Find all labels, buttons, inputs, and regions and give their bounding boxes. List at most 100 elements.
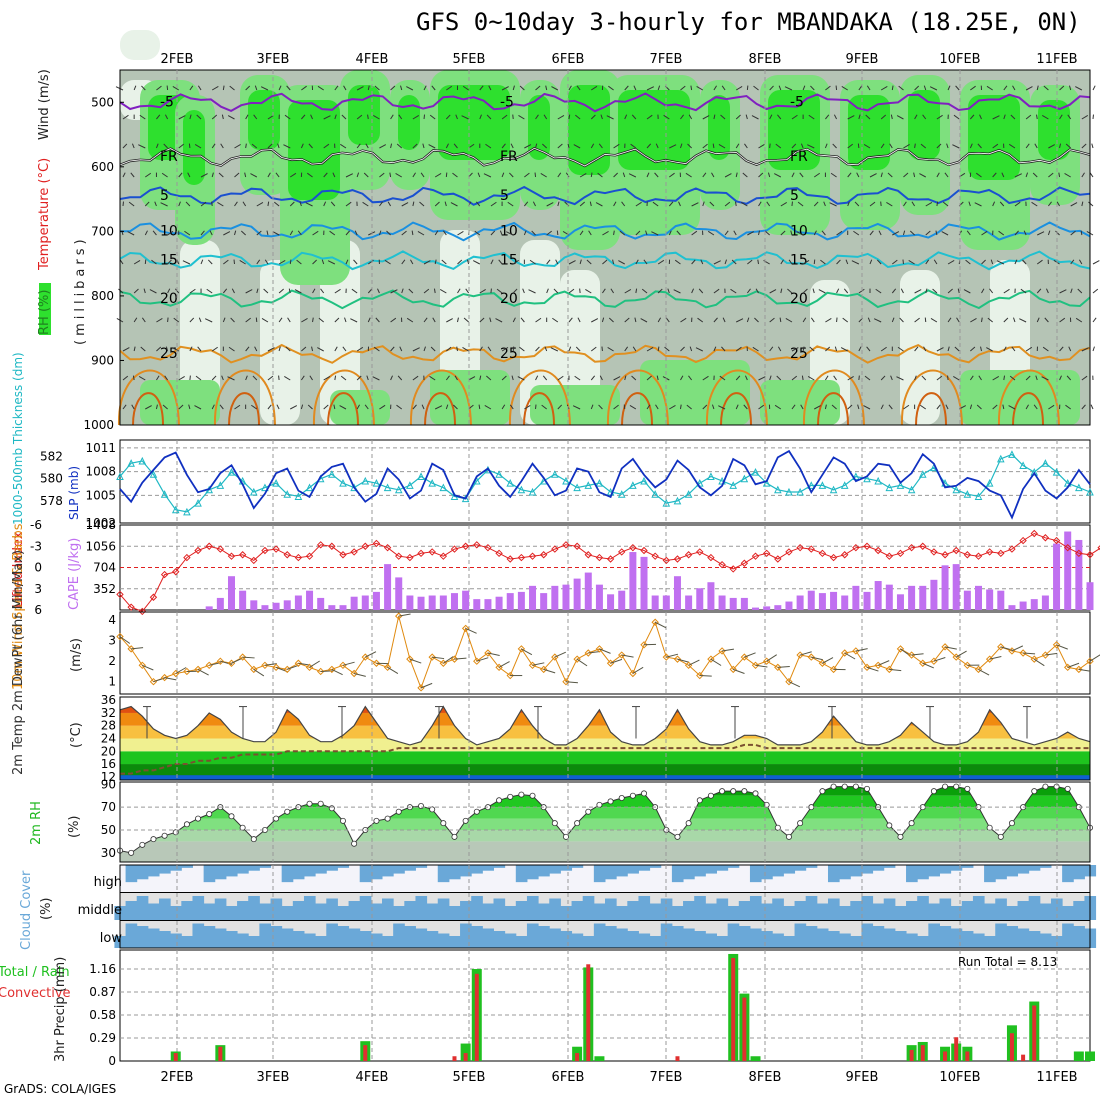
- lifted-index-point: [751, 552, 760, 560]
- cloud-middle-bar: [783, 906, 796, 920]
- thickness-point: [183, 507, 191, 516]
- temperature-contour-low: [705, 369, 768, 426]
- thickness-point: [785, 487, 793, 496]
- wind-barb: [909, 230, 915, 236]
- rh2m-point: [183, 821, 190, 828]
- wind-barb: [239, 259, 246, 265]
- thickness-point: [573, 483, 581, 492]
- cloud-low-bar: [761, 931, 773, 948]
- wind-barb: [602, 231, 609, 236]
- wind-barb: [430, 346, 436, 352]
- rh-very-moist-area: [183, 110, 205, 185]
- cloud-middle-bar: [315, 903, 327, 920]
- cloud-middle-bar: [337, 906, 350, 920]
- cloud-high-bar: [493, 865, 506, 868]
- lifted-index-point: [149, 593, 158, 601]
- wind-barb: [267, 347, 275, 352]
- chart-title: GFS 0~10day 3-hourly for MBANDAKA (18.25…: [416, 8, 1081, 36]
- cloud-high-bar: [248, 865, 260, 871]
- wind-barb: [517, 376, 525, 381]
- cloud-middle-bar: [136, 896, 149, 920]
- wind-barb: [791, 114, 798, 120]
- lifted-index-point: [573, 542, 581, 550]
- wind10-barb: [721, 648, 734, 652]
- wind10-point: [774, 663, 782, 672]
- wind-barb: [211, 114, 218, 120]
- wind-barb: [646, 114, 653, 120]
- cloud-high-bar: [448, 865, 461, 880]
- grads-credit: GrADS: COLA/IGES: [4, 1082, 117, 1096]
- wind-barb: [690, 85, 693, 91]
- cloud-high-bar: [1006, 865, 1019, 877]
- cape-bar: [439, 595, 447, 610]
- wind-barb: [634, 317, 637, 323]
- wind-barb: [133, 288, 139, 294]
- cloud-high-bar: [281, 865, 294, 883]
- cloud-middle-bar: [259, 903, 272, 920]
- thickness-point: [1008, 450, 1016, 458]
- cloud-middle-bar: [192, 896, 205, 920]
- cloud-middle-bar: [292, 901, 305, 920]
- wind-barb: [401, 202, 409, 207]
- wind-barb: [640, 318, 648, 323]
- cloud-low-bar: [136, 926, 149, 948]
- wind-barb: [524, 172, 530, 178]
- wind-barb: [758, 230, 760, 236]
- wind-barb: [445, 143, 449, 149]
- wind-barb: [956, 317, 960, 323]
- cloud-low-bar: [894, 931, 907, 948]
- cloud-high-bar: [560, 865, 573, 871]
- wind10-tick-label: 3: [108, 634, 116, 648]
- wind-barb: [1091, 143, 1094, 149]
- rh-very-moist-area: [288, 100, 340, 200]
- wind-barb: [488, 85, 492, 91]
- cape-bar: [673, 576, 681, 610]
- lifted-index-point: [205, 542, 213, 550]
- cape-bar: [785, 601, 793, 610]
- cape-bar: [607, 594, 615, 610]
- thickness-point: [160, 490, 169, 498]
- wind10-point: [1041, 651, 1050, 659]
- wind-barb: [1048, 404, 1055, 410]
- wind-barb: [1047, 230, 1051, 236]
- lifted-index-point: [919, 542, 927, 550]
- wind-barb: [840, 347, 848, 352]
- wind10-barb: [744, 652, 756, 658]
- wind-barb: [813, 201, 819, 207]
- wind-barb: [356, 172, 360, 178]
- wind-barb: [428, 144, 436, 149]
- wind10-unit-label: (m/s): [69, 638, 84, 672]
- wind-barb: [824, 143, 828, 149]
- lifted-index-point: [818, 549, 827, 558]
- cloud-high-bar: [147, 865, 160, 877]
- wind-barb: [691, 259, 696, 265]
- wind-barb: [836, 259, 841, 265]
- wind-barb: [156, 114, 161, 120]
- wind-barb: [531, 230, 536, 236]
- wind-barb: [287, 317, 291, 323]
- cloud-low-bar: [237, 933, 249, 948]
- cape-bar: [896, 594, 904, 610]
- cloud-middle-bar: [237, 901, 249, 920]
- cloud-low-bar: [515, 936, 528, 948]
- wind-barb: [914, 375, 917, 381]
- wind10-barb: [309, 660, 320, 668]
- wind-barb: [211, 86, 219, 91]
- cape-bar: [529, 585, 537, 610]
- lifted-index-point: [1041, 534, 1050, 542]
- wind-barb: [691, 202, 699, 207]
- wind-barb: [334, 317, 340, 323]
- wind-barb: [234, 144, 241, 149]
- wind-barb: [1022, 259, 1027, 265]
- wind-barb: [1023, 230, 1027, 236]
- wind-barb: [735, 172, 738, 178]
- cloud-middle-bar: [727, 906, 740, 920]
- cloud-high-bar: [671, 865, 684, 883]
- wind-barb: [443, 230, 447, 236]
- wind-barb: [1025, 143, 1030, 149]
- wind-barb: [823, 201, 826, 207]
- temp2m-tick-label: 36: [101, 693, 116, 707]
- cloud-high-bar: [694, 865, 706, 877]
- wind-barb: [688, 114, 693, 120]
- wind-barb: [747, 259, 753, 265]
